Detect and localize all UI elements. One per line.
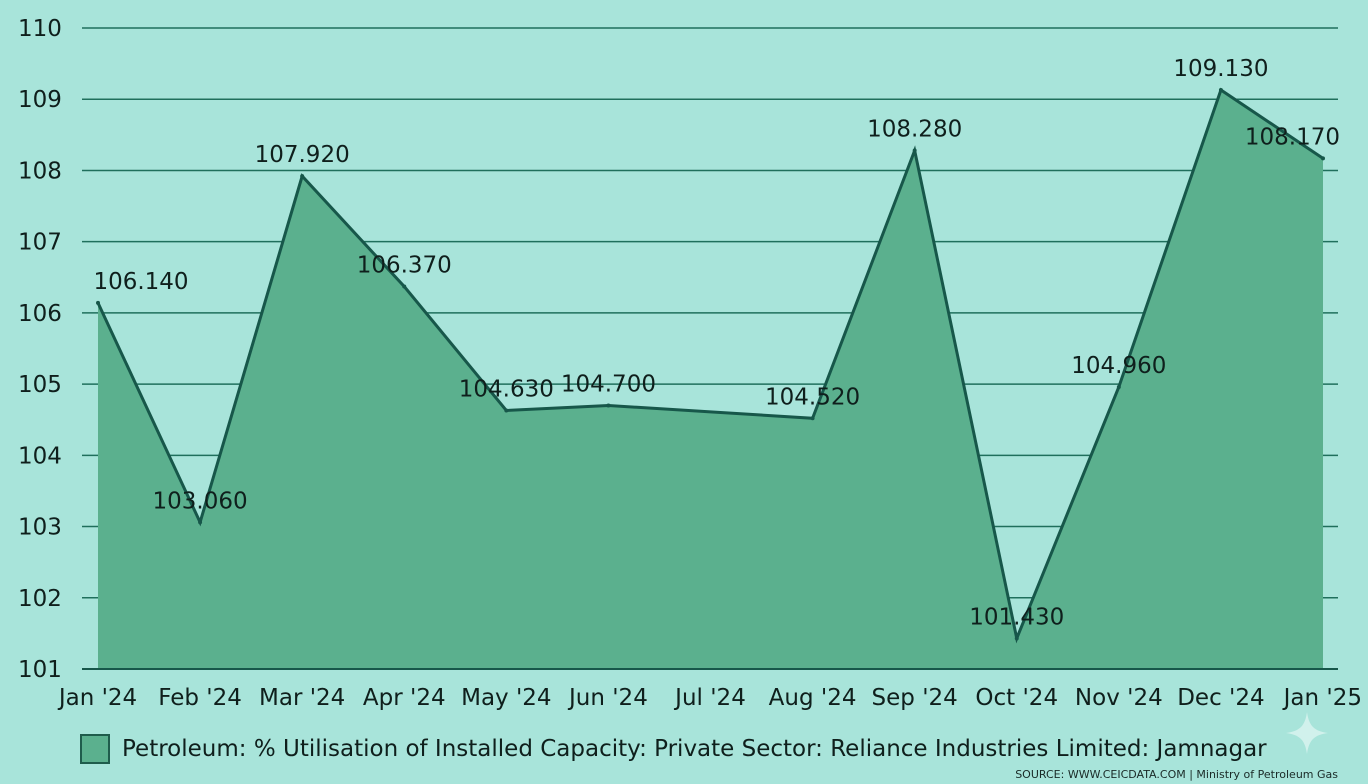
data-label: 101.430 (969, 604, 1064, 630)
data-point (1014, 636, 1019, 641)
y-tick-label: 106 (18, 301, 62, 327)
data-label: 107.920 (255, 142, 350, 168)
data-point (606, 403, 611, 408)
x-tick-label: Aug '24 (769, 685, 857, 711)
y-tick-label: 104 (18, 443, 62, 469)
y-tick-label: 110 (18, 16, 62, 42)
data-point (402, 284, 407, 289)
x-axis-ticks: Jan '24 Feb '24 Mar '24 Apr '24 May '24 Jun '… (57, 685, 1362, 711)
series-area (82, 87, 1338, 670)
data-point (198, 520, 203, 525)
data-point (810, 416, 815, 421)
y-axis-ticks: 101 102 103 104 105 106 107 108 109 110 (18, 16, 62, 683)
x-tick-label: Jul '24 (673, 685, 746, 711)
y-tick-label: 102 (18, 586, 62, 612)
y-tick-label: 108 (18, 158, 62, 184)
x-tick-label: Apr '24 (363, 685, 446, 711)
data-point (1218, 87, 1223, 92)
data-label: 106.140 (93, 269, 188, 295)
sparkle-icon (1286, 712, 1328, 754)
legend-swatch (80, 734, 110, 764)
x-tick-label: Sep '24 (872, 685, 958, 711)
y-tick-label: 107 (18, 230, 62, 256)
data-point (1116, 384, 1121, 389)
data-point (504, 408, 509, 413)
x-tick-label: Oct '24 (975, 685, 1058, 711)
data-label: 106.370 (357, 253, 452, 279)
data-point (300, 174, 305, 179)
data-label: 108.170 (1245, 124, 1340, 150)
y-tick-label: 101 (18, 657, 62, 683)
data-label: 108.280 (867, 117, 962, 143)
data-label: 104.700 (561, 371, 656, 397)
x-tick-label: Jan '25 (1282, 685, 1362, 711)
series-area-fill (98, 89, 1323, 670)
data-label: 104.630 (459, 376, 554, 402)
source-note: SOURCE: WWW.CEICDATA.COM | Ministry of P… (1015, 768, 1338, 781)
y-tick-label: 109 (18, 87, 62, 113)
x-tick-label: May '24 (461, 685, 551, 711)
x-tick-label: Nov '24 (1075, 685, 1163, 711)
data-label: 104.520 (765, 384, 860, 410)
data-label: 103.060 (153, 488, 248, 514)
x-tick-label: Jun '24 (567, 685, 648, 711)
data-label: 104.960 (1071, 353, 1166, 379)
y-tick-label: 103 (18, 515, 62, 541)
x-tick-label: Dec '24 (1177, 685, 1264, 711)
data-label: 109.130 (1173, 56, 1268, 82)
data-labels: 106.140 103.060 107.920 106.370 104.630 104.7… (93, 56, 1340, 630)
x-tick-label: Jan '24 (57, 685, 137, 711)
x-tick-label: Mar '24 (259, 685, 345, 711)
legend-label: Petroleum: % Utilisation of Installed Ca… (122, 736, 1267, 762)
legend: Petroleum: % Utilisation of Installed Ca… (80, 734, 1267, 764)
y-tick-label: 105 (18, 372, 62, 398)
x-tick-label: Feb '24 (158, 685, 242, 711)
data-point (96, 300, 100, 305)
data-point (912, 148, 917, 153)
data-point (1321, 156, 1325, 161)
